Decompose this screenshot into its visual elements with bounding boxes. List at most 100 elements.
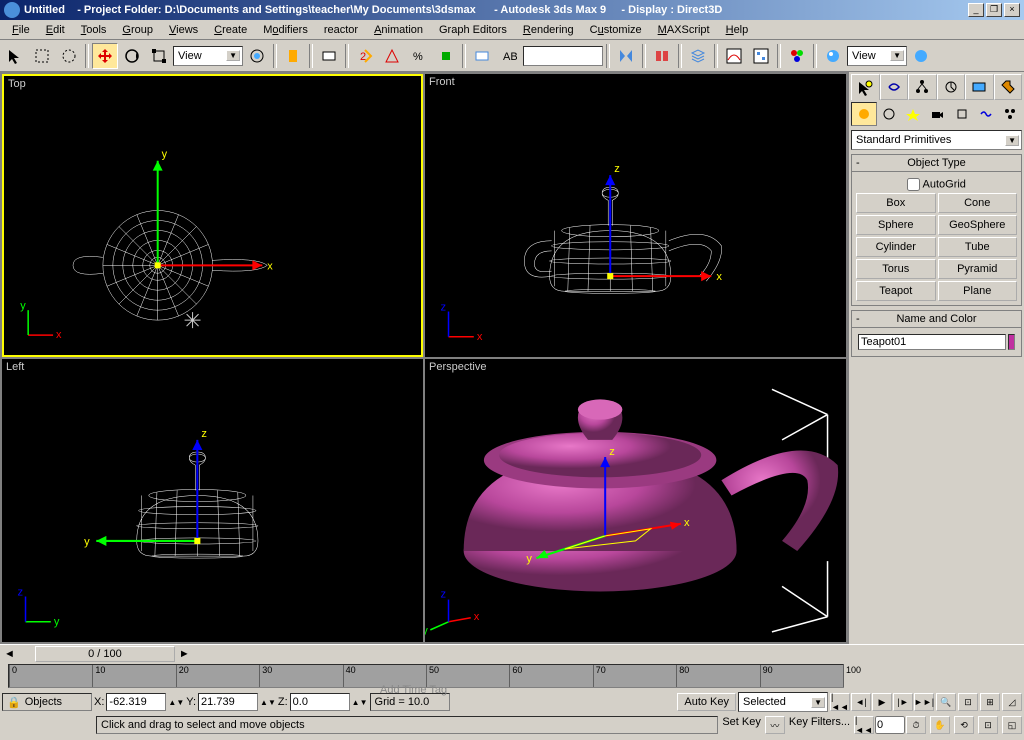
keyboard-shortcut-button[interactable] <box>316 43 342 69</box>
menu-help[interactable]: Help <box>718 22 757 38</box>
tab-modify[interactable] <box>880 74 909 100</box>
subtab-helpers[interactable] <box>950 102 974 126</box>
render-scene-button[interactable] <box>820 43 846 69</box>
field-of-view-button[interactable]: ◿ <box>1002 693 1022 711</box>
primitive-pyramid[interactable]: Pyramid <box>938 259 1018 279</box>
menu-modifiers[interactable]: Modifiers <box>255 22 316 38</box>
named-selection-button[interactable] <box>469 43 495 69</box>
snap-2d-button[interactable]: 2 <box>352 43 378 69</box>
subtab-spacewarps[interactable] <box>974 102 998 126</box>
subtab-systems[interactable] <box>998 102 1022 126</box>
subtab-geometry[interactable] <box>851 102 877 126</box>
keymode-dropdown[interactable]: Selected <box>738 692 828 712</box>
tab-create[interactable] <box>851 74 880 100</box>
tab-motion[interactable] <box>937 74 966 100</box>
menu-views[interactable]: Views <box>161 22 206 38</box>
scale-button[interactable] <box>146 43 172 69</box>
tab-hierarchy[interactable] <box>908 74 937 100</box>
subtab-lights[interactable] <box>901 102 925 126</box>
select-manipulate-button[interactable] <box>280 43 306 69</box>
setkey-button[interactable]: Set Key <box>722 716 761 734</box>
y-input[interactable] <box>198 693 258 711</box>
pan-button[interactable]: ✋ <box>930 716 950 734</box>
rollout-namecolor[interactable]: -Name and Color <box>851 310 1022 328</box>
primitive-geosphere[interactable]: GeoSphere <box>938 215 1018 235</box>
zoom-extents-button[interactable]: ⊞ <box>980 693 1000 711</box>
primitive-torus[interactable]: Torus <box>856 259 936 279</box>
quick-render-button[interactable] <box>908 43 934 69</box>
add-time-tag[interactable]: Add Time Tag <box>380 684 447 696</box>
menu-reactor[interactable]: reactor <box>316 22 366 38</box>
menu-edit[interactable]: Edit <box>38 22 73 38</box>
viewport-top[interactable]: Top <box>2 74 423 357</box>
snap-percent-button[interactable]: % <box>406 43 432 69</box>
render-preset-dropdown[interactable]: View <box>847 46 907 66</box>
next-frame-button[interactable]: |► <box>893 693 913 711</box>
select-region-button[interactable] <box>29 43 55 69</box>
selection-lock[interactable]: 🔒 Objects <box>2 693 92 711</box>
primitive-teapot[interactable]: Teapot <box>856 281 936 301</box>
subtab-shapes[interactable] <box>877 102 901 126</box>
edit-selection-button[interactable]: ABC <box>496 43 522 69</box>
object-name-input[interactable] <box>858 334 1006 350</box>
goto-end-button[interactable]: ►►| <box>914 693 934 711</box>
align-button[interactable] <box>649 43 675 69</box>
prev-key-button[interactable]: |◄◄ <box>854 716 874 734</box>
script-listener[interactable] <box>2 716 92 734</box>
zoom-button[interactable]: 🔍 <box>936 693 956 711</box>
maximize-button[interactable]: ❐ <box>986 3 1002 17</box>
category-dropdown[interactable]: Standard Primitives <box>851 130 1022 150</box>
select-object-button[interactable] <box>2 43 28 69</box>
named-selection-field[interactable] <box>523 46 603 66</box>
curve-editor-button[interactable] <box>721 43 747 69</box>
schematic-view-button[interactable] <box>748 43 774 69</box>
menu-create[interactable]: Create <box>206 22 255 38</box>
key-tangent-button[interactable]: 〰 <box>765 716 785 734</box>
snap-angle-button[interactable] <box>379 43 405 69</box>
viewport-perspective[interactable]: Perspective <box>425 359 846 642</box>
primitive-plane[interactable]: Plane <box>938 281 1018 301</box>
zoom-all-button[interactable]: ⊡ <box>958 693 978 711</box>
autokey-button[interactable]: Auto Key <box>677 693 736 711</box>
rotate-button[interactable] <box>119 43 145 69</box>
layers-button[interactable] <box>685 43 711 69</box>
min-max-toggle-button[interactable]: ◱ <box>1002 716 1022 734</box>
menu-customize[interactable]: Customize <box>582 22 650 38</box>
primitive-tube[interactable]: Tube <box>938 237 1018 257</box>
menu-group[interactable]: Group <box>114 22 161 38</box>
primitive-sphere[interactable]: Sphere <box>856 215 936 235</box>
snap-spinner-button[interactable] <box>433 43 459 69</box>
mirror-button[interactable] <box>613 43 639 69</box>
tab-display[interactable] <box>965 74 994 100</box>
viewport-front[interactable]: Front <box>425 74 846 357</box>
minimize-button[interactable]: _ <box>968 3 984 17</box>
object-color-swatch[interactable] <box>1008 334 1015 350</box>
time-slider[interactable]: ◄ 0 / 100 ► <box>0 644 1024 662</box>
frame-slider[interactable]: 0 / 100 <box>35 646 175 662</box>
prev-frame-button[interactable]: ◄| <box>851 693 871 711</box>
pivot-button[interactable] <box>244 43 270 69</box>
current-frame-input[interactable] <box>875 716 905 734</box>
z-input[interactable] <box>290 693 350 711</box>
move-button[interactable] <box>92 43 118 69</box>
play-button[interactable]: ▶ <box>872 693 892 711</box>
x-input[interactable] <box>106 693 166 711</box>
menu-rendering[interactable]: Rendering <box>515 22 582 38</box>
primitive-cylinder[interactable]: Cylinder <box>856 237 936 257</box>
primitive-cone[interactable]: Cone <box>938 193 1018 213</box>
close-button[interactable]: × <box>1004 3 1020 17</box>
material-editor-button[interactable] <box>784 43 810 69</box>
reference-coord-dropdown[interactable]: View <box>173 46 243 66</box>
select-circular-button[interactable] <box>56 43 82 69</box>
menu-tools[interactable]: Tools <box>73 22 115 38</box>
menu-file[interactable]: File <box>4 22 38 38</box>
keyfilters-button[interactable]: Key Filters... <box>789 716 850 734</box>
autogrid-checkbox[interactable]: AutoGrid <box>856 176 1017 193</box>
arc-rotate-button[interactable]: ⟲ <box>954 716 974 734</box>
rollout-objecttype[interactable]: -Object Type <box>851 154 1022 172</box>
menu-maxscript[interactable]: MAXScript <box>650 22 718 38</box>
primitive-box[interactable]: Box <box>856 193 936 213</box>
menu-grapheditors[interactable]: Graph Editors <box>431 22 515 38</box>
menu-animation[interactable]: Animation <box>366 22 431 38</box>
time-config-button[interactable]: ⏱ <box>906 716 926 734</box>
